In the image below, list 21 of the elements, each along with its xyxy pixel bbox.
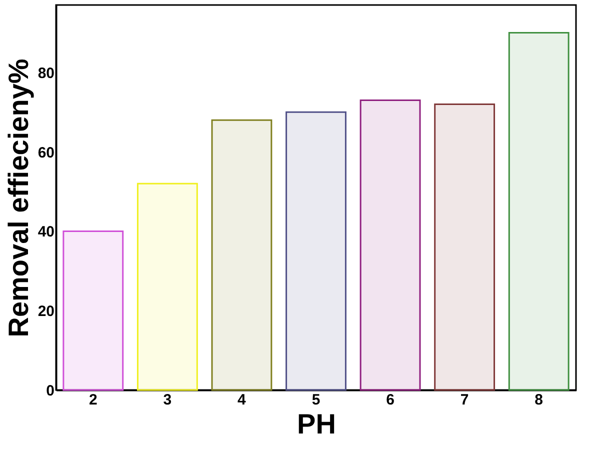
x-tick-label: 4 [238, 392, 247, 408]
x-tick-label: 5 [312, 392, 320, 408]
x-tick-label: 8 [534, 392, 544, 408]
bar [508, 32, 570, 391]
y-tick-label: 80 [38, 64, 54, 82]
x-axis-title: PH [297, 408, 336, 440]
y-axis-title: Removal effiecieny% [2, 58, 34, 338]
bar [211, 119, 272, 391]
bar [62, 230, 124, 391]
y-tick-label: 0 [46, 382, 54, 400]
x-tick-label: 3 [163, 392, 172, 408]
y-tick-label: 40 [38, 224, 54, 241]
bar [136, 182, 198, 391]
bar [286, 111, 346, 391]
y-tick-label: 60 [38, 144, 54, 162]
bar [434, 103, 496, 391]
x-tick-label: 2 [88, 392, 98, 408]
x-tick-label: 7 [460, 392, 469, 408]
y-tick-label: 20 [38, 303, 54, 320]
x-tick-label: 6 [386, 392, 394, 408]
bar [360, 100, 421, 391]
